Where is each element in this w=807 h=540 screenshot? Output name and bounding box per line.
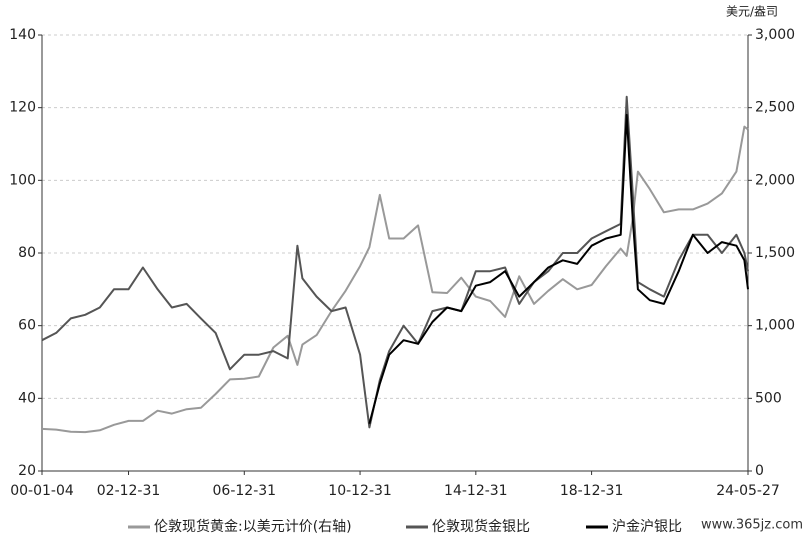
legend-label: 伦敦现货黄金:以美元计价(右轴) [154, 518, 352, 535]
series-line [41, 125, 749, 434]
x-tick-label: 10-12-31 [328, 483, 392, 499]
y-tick-label: 60 [18, 318, 36, 334]
y2-tick-label: 500 [755, 390, 782, 406]
series-line [368, 113, 749, 425]
y2-tick-label: 1,000 [755, 318, 795, 334]
y2-tick-label: 0 [755, 463, 764, 479]
y2-axis-label: 美元/盎司 [726, 5, 778, 19]
legend-label: 伦敦现货金银比 [432, 518, 530, 535]
y-tick-label: 100 [9, 172, 36, 188]
y-tick-label: 40 [18, 390, 36, 406]
series-line [41, 95, 749, 429]
x-tick-label: 24-05-27 [716, 483, 780, 499]
y-tick-label: 140 [9, 27, 36, 43]
x-tick-label: 02-12-31 [97, 483, 161, 499]
x-tick-label: 18-12-31 [560, 483, 624, 499]
x-tick-label: 14-12-31 [444, 483, 508, 499]
y2-tick-label: 2,500 [755, 100, 795, 116]
y-tick-label: 80 [18, 245, 36, 261]
y-tick-label: 20 [18, 463, 36, 479]
x-tick-label: 00-01-04 [10, 483, 74, 499]
y2-tick-label: 2,000 [755, 172, 795, 188]
y-tick-label: 120 [9, 100, 36, 116]
watermark: www.365jz.com [701, 518, 803, 533]
y2-tick-label: 3,000 [755, 27, 795, 43]
legend-label: 沪金沪银比 [612, 519, 682, 535]
y2-tick-label: 1,500 [755, 245, 795, 261]
x-tick-label: 06-12-31 [213, 483, 277, 499]
